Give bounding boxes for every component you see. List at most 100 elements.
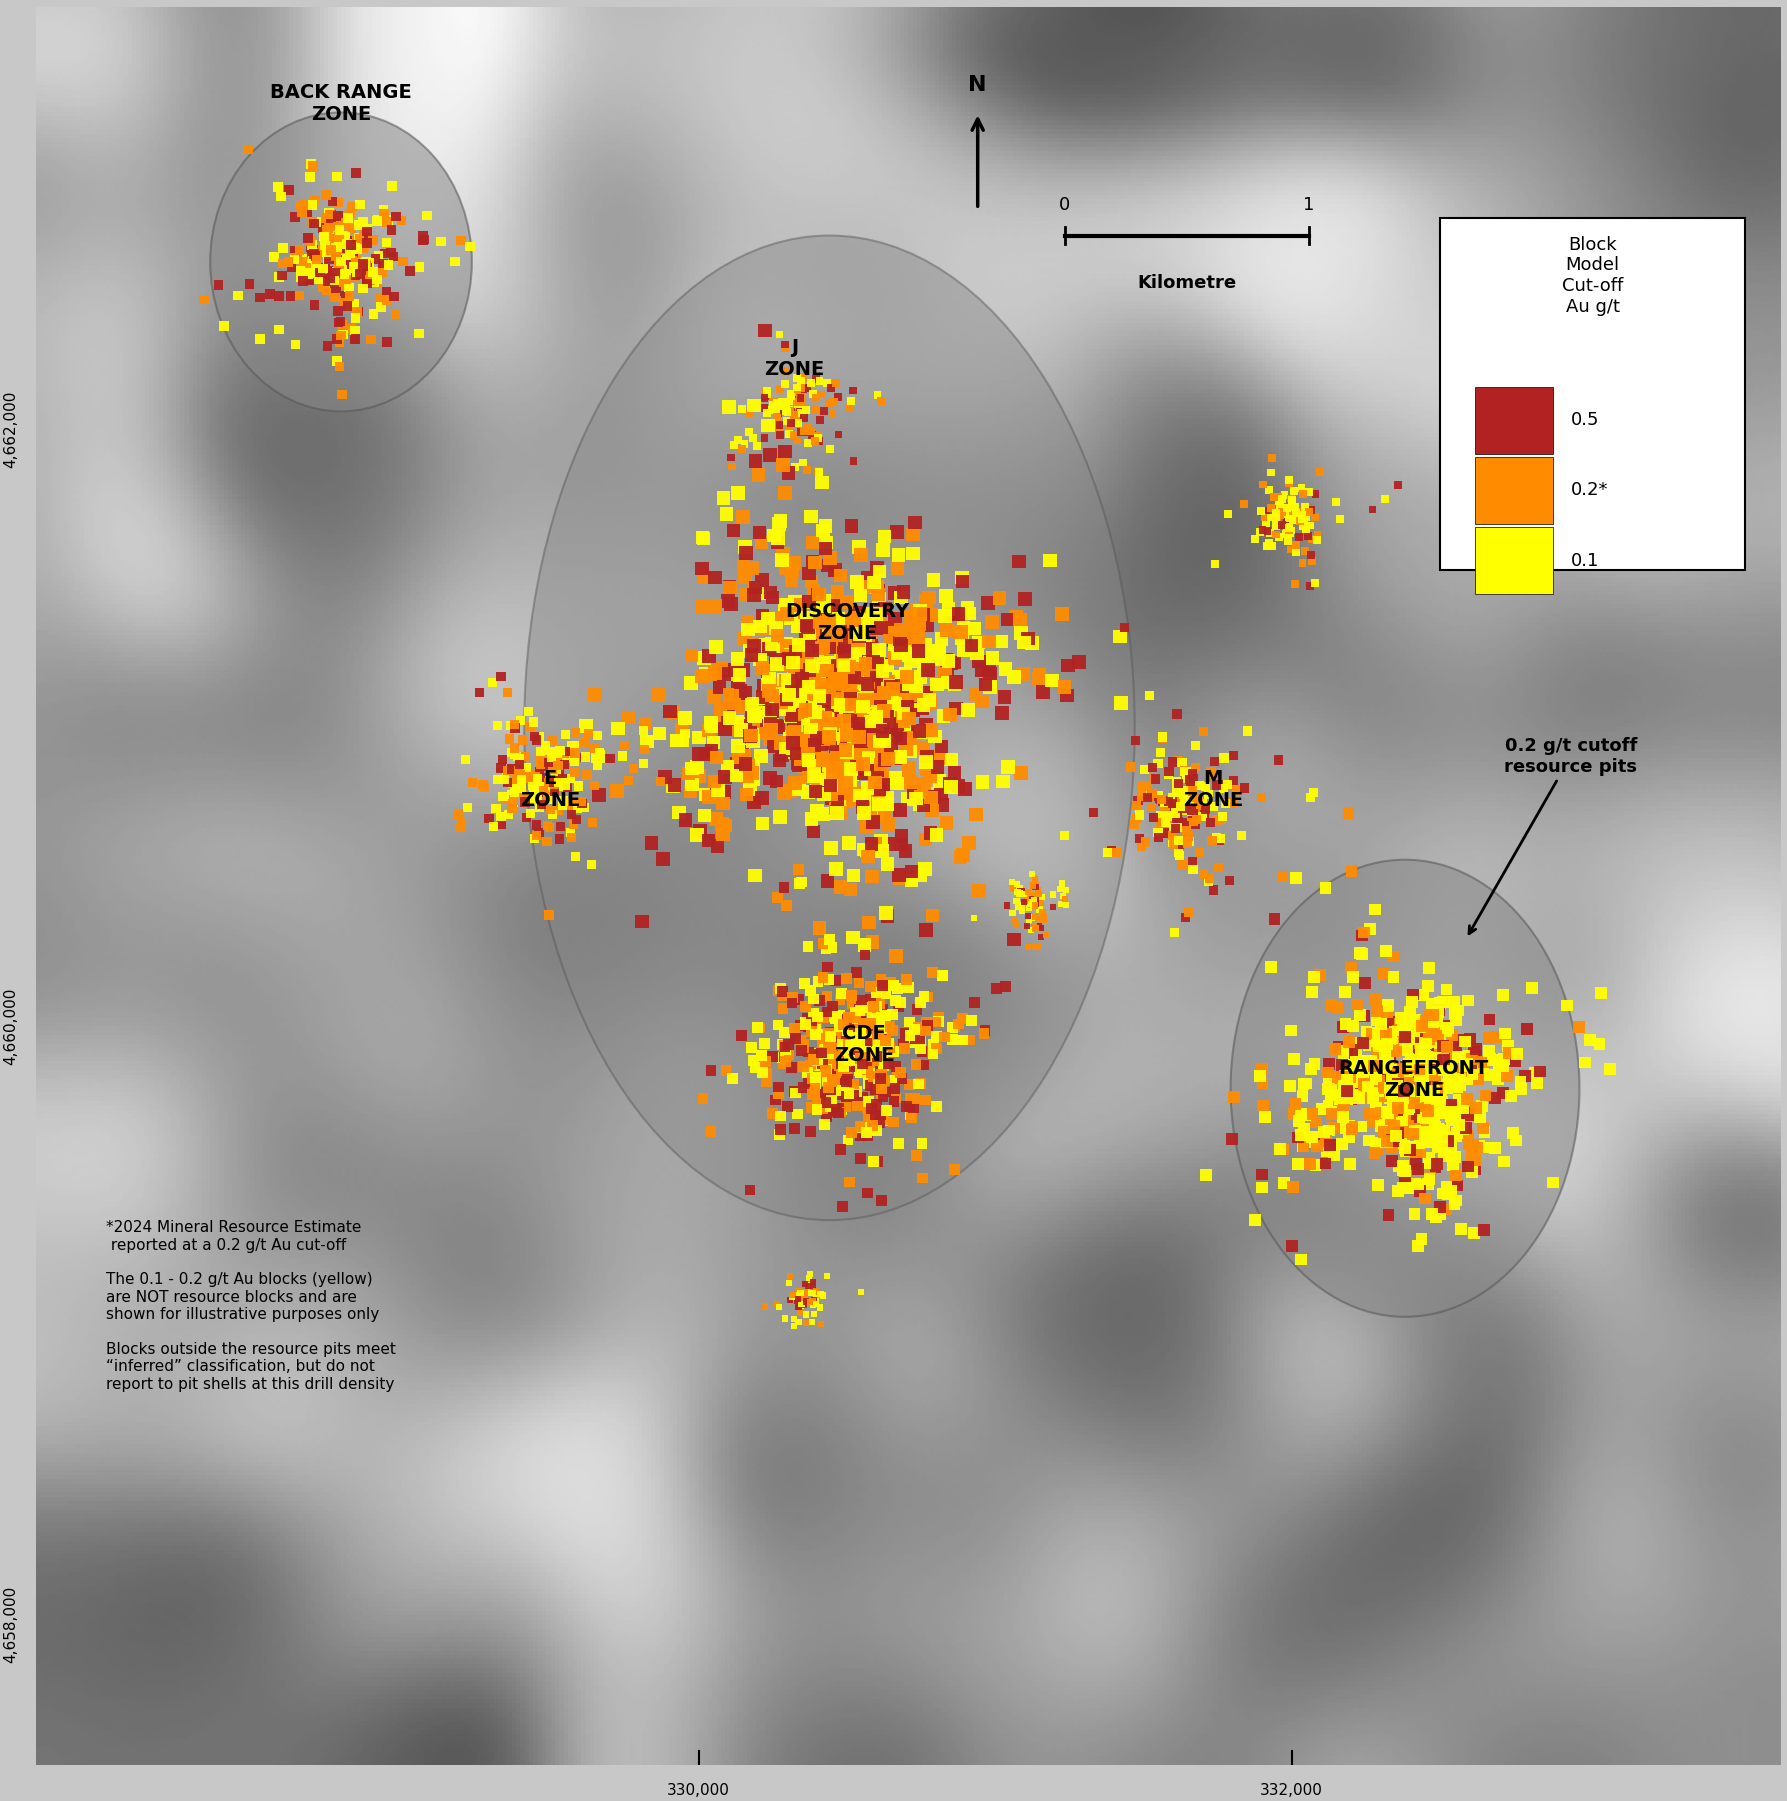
Point [833, 693, 861, 722]
Point [763, 684, 792, 713]
Point [881, 578, 910, 607]
Point [1414, 1090, 1442, 1118]
Point [906, 1025, 935, 1054]
Point [1476, 1045, 1505, 1073]
Point [733, 607, 761, 636]
Point [836, 511, 865, 540]
Point [808, 686, 836, 715]
Point [1380, 1009, 1408, 1037]
Point [724, 668, 752, 697]
Point [1424, 1117, 1453, 1145]
Point [849, 636, 877, 665]
Point [1365, 1073, 1394, 1102]
Point [877, 735, 906, 764]
Point [820, 710, 849, 738]
Point [1103, 837, 1131, 866]
Point [1430, 1073, 1458, 1102]
Point [1362, 1127, 1390, 1156]
Point [845, 1007, 874, 1036]
Point [1279, 1099, 1308, 1127]
Point [799, 1272, 827, 1300]
Point [811, 935, 840, 964]
Point [1285, 1124, 1313, 1153]
Point [684, 724, 713, 753]
Point [1310, 1118, 1338, 1147]
Point [801, 620, 829, 648]
Point [833, 632, 861, 661]
Point [927, 791, 956, 819]
Point [332, 234, 361, 263]
Point [525, 722, 554, 751]
Point [781, 387, 810, 416]
Point [1399, 1055, 1428, 1084]
Point [827, 692, 856, 720]
Point [1024, 875, 1053, 904]
Point [1442, 1187, 1471, 1216]
Point [792, 603, 820, 632]
Point [765, 400, 793, 429]
Point [1179, 764, 1208, 792]
Point [1024, 665, 1053, 693]
Point [790, 1291, 818, 1320]
Point [1383, 1072, 1412, 1100]
Point [802, 1084, 831, 1113]
Point [1145, 807, 1174, 836]
Point [863, 380, 892, 409]
Point [786, 602, 815, 630]
Point [316, 214, 345, 243]
Point [881, 1066, 910, 1095]
Point [1381, 1054, 1410, 1082]
Point [910, 733, 938, 762]
Point [1178, 796, 1206, 825]
Point [897, 602, 926, 630]
Point [826, 1012, 854, 1041]
Point [1312, 1127, 1340, 1156]
Point [1412, 1081, 1440, 1109]
Point [810, 683, 838, 711]
Point [1276, 519, 1305, 548]
Point [808, 1091, 836, 1120]
Point [1437, 1176, 1465, 1205]
Point [831, 1050, 860, 1079]
Point [1381, 1122, 1410, 1151]
Point [1297, 978, 1326, 1007]
Point [331, 241, 359, 270]
Point [1020, 891, 1049, 920]
Point [1019, 872, 1047, 900]
Point [904, 638, 933, 666]
Point [852, 1055, 881, 1084]
Point [784, 1308, 813, 1336]
Text: E
ZONE: E ZONE [520, 769, 581, 810]
Point [827, 1039, 856, 1068]
Point [965, 647, 994, 675]
Point [506, 706, 534, 735]
Point [1011, 884, 1040, 913]
Point [1253, 531, 1281, 560]
Point [1430, 1142, 1458, 1171]
Point [327, 321, 356, 349]
Point [1414, 1102, 1442, 1131]
Point [854, 695, 883, 724]
Point [861, 1037, 890, 1066]
Point [245, 283, 273, 312]
Point [727, 715, 756, 744]
Point [1256, 519, 1285, 548]
Point [1469, 1113, 1498, 1142]
Point [797, 1308, 826, 1336]
Point [963, 639, 992, 668]
Point [768, 982, 797, 1010]
Point [1187, 794, 1215, 823]
Point [838, 684, 867, 713]
Point [266, 182, 295, 211]
Point [740, 701, 768, 729]
Point [1385, 1102, 1414, 1131]
Point [851, 686, 879, 715]
Point [1376, 1045, 1405, 1073]
Point [801, 731, 829, 760]
Point [813, 1079, 842, 1108]
Point [779, 421, 808, 450]
Point [777, 1054, 806, 1082]
Point [1394, 1023, 1422, 1052]
Point [1272, 506, 1301, 535]
Point [885, 639, 913, 668]
